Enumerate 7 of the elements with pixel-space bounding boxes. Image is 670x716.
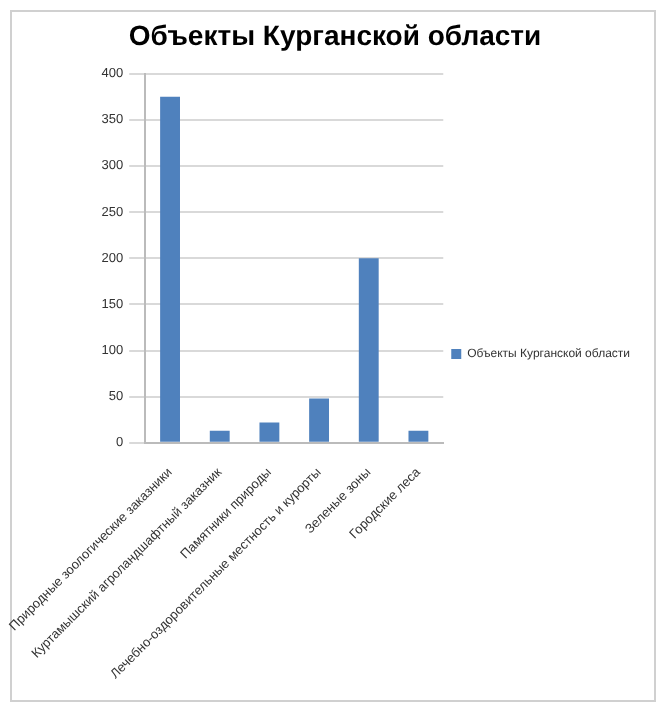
bar	[408, 430, 429, 442]
bar	[309, 398, 330, 442]
bar	[209, 430, 230, 442]
chart-title: Объекты Курганской области	[128, 18, 542, 51]
bar	[259, 422, 280, 442]
bar	[358, 258, 379, 442]
bar	[160, 96, 180, 442]
